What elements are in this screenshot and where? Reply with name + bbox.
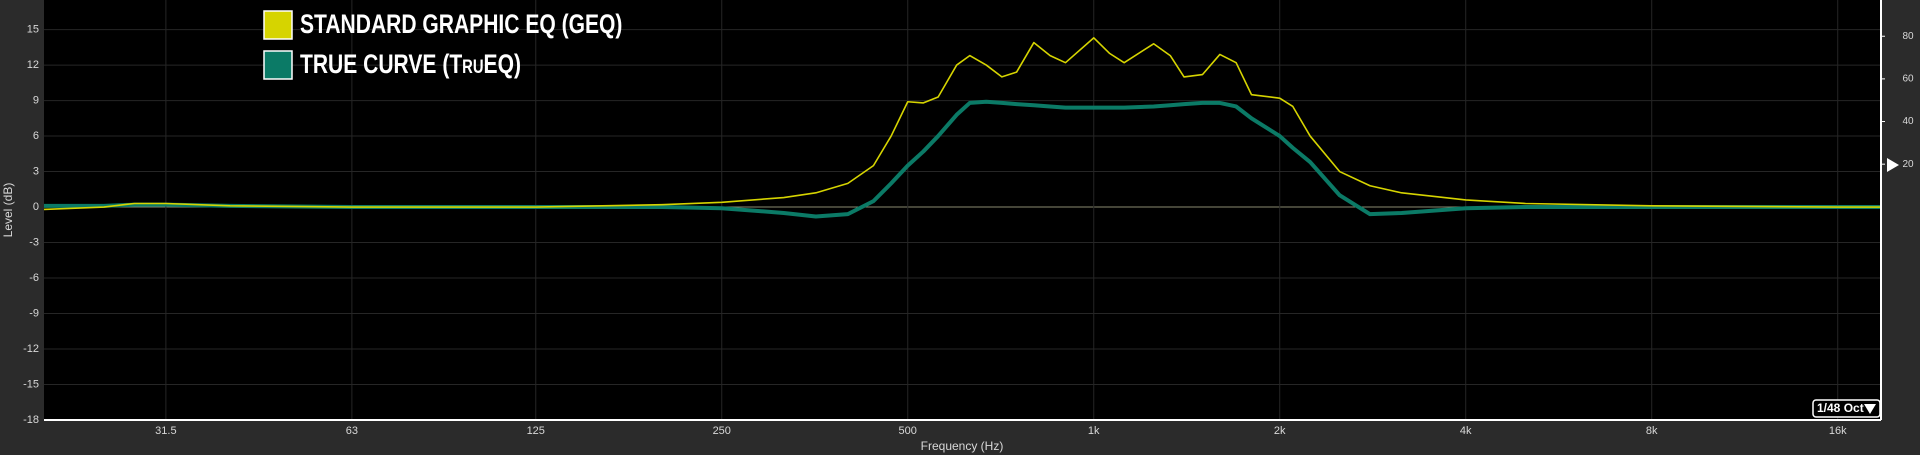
legend-swatch <box>263 10 293 40</box>
button-label[interactable]: 1/48 Oct <box>1817 401 1864 415</box>
y-tick-label: 9 <box>33 94 39 106</box>
x-tick-label: 125 <box>527 425 545 437</box>
x-tick-label: 63 <box>346 425 358 437</box>
resolution-button[interactable]: 1/48 Oct <box>1812 399 1881 418</box>
y-tick-label: 12 <box>27 59 39 71</box>
legend-label: STANDARD GRAPHIC EQ (GEQ) <box>300 10 622 40</box>
y-tick-label: 3 <box>33 165 39 177</box>
x-tick-label: 4k <box>1460 425 1472 437</box>
y-tick-label: -6 <box>29 272 39 284</box>
y2-tick-label: 60 <box>1902 74 1914 85</box>
y-tick-label: -12 <box>23 343 39 355</box>
x-tick-label: 250 <box>713 425 731 437</box>
x-tick-label: 8k <box>1646 425 1658 437</box>
series-line <box>43 37 1881 211</box>
series-line <box>44 99 1881 219</box>
y-tick-label: -15 <box>23 378 39 390</box>
y2-tick-label: 80 <box>1902 31 1914 42</box>
marker[interactable] <box>1887 158 1899 172</box>
x-tick-label: 1k <box>1088 425 1100 437</box>
y2-tick-label: 40 <box>1902 116 1914 127</box>
y-tick-label: 0 <box>33 201 39 213</box>
dropdown-arrow[interactable] <box>1864 404 1876 414</box>
x-axis-label: Frequency (Hz) <box>921 439 1004 453</box>
x-tick-label: 2k <box>1274 425 1286 437</box>
y-tick-label: 6 <box>33 130 39 142</box>
lines <box>43 37 1881 219</box>
x-tick-label: 500 <box>899 425 917 437</box>
x-tick-label: 16k <box>1829 425 1847 437</box>
y-tick-label: -3 <box>29 236 39 248</box>
y-tick-label: 15 <box>27 23 39 35</box>
y2-tick-label: 20 <box>1902 159 1914 170</box>
plot-area <box>44 0 1881 420</box>
legend-swatch <box>263 50 293 80</box>
button-frame[interactable] <box>1812 399 1881 418</box>
legend-label: TRUE CURVE (TruEQ) <box>300 50 521 80</box>
legend: STANDARD GRAPHIC EQ (GEQ) TRUE CURVE (Tru… <box>263 10 622 80</box>
y-tick-label: -18 <box>23 414 39 426</box>
y-tick-label: -9 <box>29 307 39 319</box>
x-tick-label: 31.5 <box>155 425 176 437</box>
y-axis-label: Level (dB) <box>1 183 15 238</box>
